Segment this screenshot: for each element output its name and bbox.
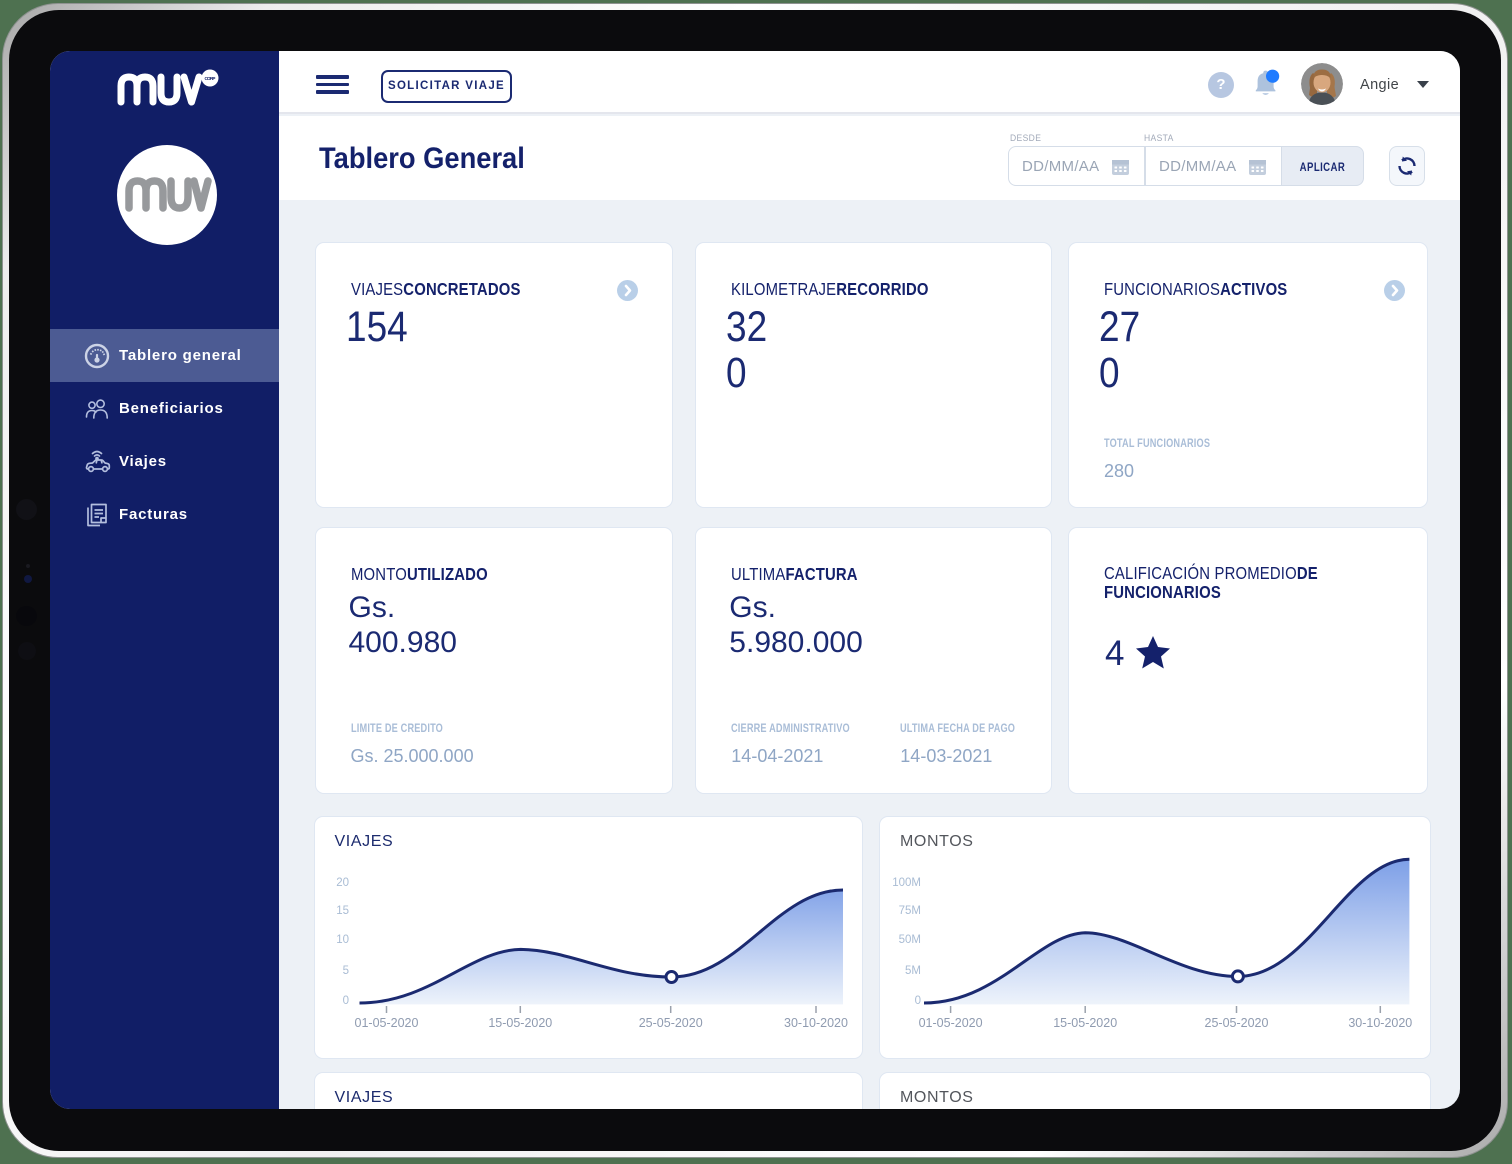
svg-text:15-05-2020: 15-05-2020 — [488, 1016, 552, 1030]
svg-text:15-05-2020: 15-05-2020 — [1053, 1016, 1117, 1030]
svg-text:01-05-2020: 01-05-2020 — [919, 1016, 983, 1030]
svg-text:30-10-2020: 30-10-2020 — [784, 1016, 848, 1030]
svg-text:30-10-2020: 30-10-2020 — [1348, 1016, 1412, 1030]
svg-text:75M: 75M — [899, 905, 921, 917]
svg-text:25-05-2020: 25-05-2020 — [638, 1016, 702, 1030]
svg-text:01-05-2020: 01-05-2020 — [354, 1016, 418, 1030]
svg-text:0: 0 — [342, 995, 348, 1007]
svg-text:100M: 100M — [892, 877, 921, 889]
svg-text:5: 5 — [342, 965, 348, 977]
svg-text:CORP: CORP — [205, 76, 216, 81]
svg-text:20: 20 — [336, 877, 349, 889]
svg-text:50M: 50M — [899, 934, 921, 946]
svg-text:10: 10 — [336, 934, 349, 946]
svg-text:25-05-2020: 25-05-2020 — [1205, 1016, 1269, 1030]
svg-text:0: 0 — [915, 995, 921, 1007]
svg-text:15: 15 — [336, 905, 349, 917]
svg-text:5M: 5M — [905, 965, 921, 977]
